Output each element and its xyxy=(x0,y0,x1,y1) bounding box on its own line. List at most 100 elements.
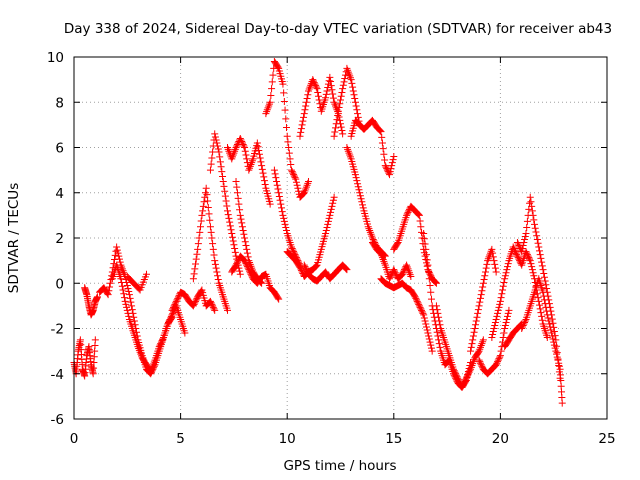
data-point xyxy=(314,88,322,96)
data-point xyxy=(181,329,189,337)
data-point xyxy=(339,81,347,89)
data-point xyxy=(207,160,215,168)
data-point xyxy=(199,207,207,215)
data-point xyxy=(255,147,263,155)
data-point xyxy=(482,264,490,272)
data-point xyxy=(157,338,165,346)
data-point xyxy=(275,295,283,303)
data-point xyxy=(275,189,283,197)
data-point xyxy=(425,268,433,276)
data-point xyxy=(125,291,133,299)
data-point xyxy=(403,211,411,219)
data-point xyxy=(467,343,475,351)
data-point xyxy=(528,207,536,215)
data-point xyxy=(528,202,536,210)
data-point xyxy=(427,344,435,352)
data-point xyxy=(432,279,440,287)
data-point xyxy=(241,258,249,266)
data-point xyxy=(202,184,210,192)
data-point xyxy=(323,223,331,231)
data-point xyxy=(106,279,114,287)
data-point xyxy=(520,239,528,247)
data-point xyxy=(243,263,251,271)
data-point xyxy=(213,268,221,276)
data-point xyxy=(192,255,200,263)
data-point xyxy=(219,177,227,185)
data-point xyxy=(216,153,224,161)
data-point xyxy=(475,356,483,364)
data-point xyxy=(469,336,477,344)
data-point xyxy=(424,261,432,269)
data-point xyxy=(243,245,251,253)
data-point xyxy=(236,134,244,142)
series-arc-14 xyxy=(283,193,338,280)
data-point xyxy=(551,344,559,352)
data-point xyxy=(354,180,362,188)
data-point xyxy=(266,98,274,106)
data-point xyxy=(548,315,556,323)
series-arc-22 xyxy=(377,275,436,355)
data-point xyxy=(532,228,540,236)
data-point xyxy=(529,269,537,277)
y-tick-label: -4 xyxy=(51,367,64,383)
data-point xyxy=(388,159,396,167)
data-point xyxy=(415,302,423,310)
data-point xyxy=(471,325,479,332)
data-point xyxy=(281,106,289,114)
data-point xyxy=(421,317,429,325)
data-point xyxy=(386,171,394,179)
data-point xyxy=(232,144,240,151)
data-point xyxy=(352,174,360,182)
data-point xyxy=(552,347,560,355)
data-point xyxy=(544,314,552,322)
data-point xyxy=(547,326,555,334)
data-point xyxy=(543,334,551,342)
data-point xyxy=(236,211,244,219)
data-point xyxy=(327,208,335,216)
data-point xyxy=(498,290,506,298)
data-point xyxy=(266,200,274,208)
data-point xyxy=(122,300,130,308)
data-point xyxy=(226,218,234,226)
data-point xyxy=(415,211,423,219)
data-point xyxy=(550,328,558,336)
data-point xyxy=(233,183,241,191)
data-point xyxy=(297,266,305,274)
data-point xyxy=(514,240,522,248)
data-point xyxy=(297,265,305,273)
data-point xyxy=(279,211,287,219)
data-point xyxy=(322,90,330,98)
data-point xyxy=(312,263,320,271)
data-point xyxy=(538,262,546,270)
data-point xyxy=(238,219,246,227)
data-point xyxy=(504,312,512,320)
data-point xyxy=(435,317,443,325)
data-point xyxy=(537,254,545,262)
data-point xyxy=(233,142,241,150)
data-point xyxy=(376,126,384,134)
data-point xyxy=(420,229,428,237)
data-point xyxy=(386,273,394,281)
data-point xyxy=(517,246,525,254)
data-point xyxy=(248,272,256,280)
data-point xyxy=(241,238,249,246)
data-point xyxy=(287,166,295,174)
series-arc-30 xyxy=(501,320,526,351)
data-point xyxy=(550,338,558,346)
data-point xyxy=(228,233,236,241)
data-point xyxy=(549,335,557,343)
data-point xyxy=(303,267,311,275)
data-point xyxy=(516,243,524,251)
data-point xyxy=(114,249,122,257)
data-point xyxy=(131,321,139,329)
data-point xyxy=(224,207,232,215)
data-point xyxy=(354,110,362,118)
data-point xyxy=(479,336,487,344)
data-point xyxy=(517,321,525,329)
data-point xyxy=(212,264,220,272)
x-tick-label: 25 xyxy=(598,431,615,447)
data-point xyxy=(300,113,308,121)
series-arc-25 xyxy=(467,245,500,355)
data-point xyxy=(211,306,219,314)
data-point xyxy=(501,321,509,329)
